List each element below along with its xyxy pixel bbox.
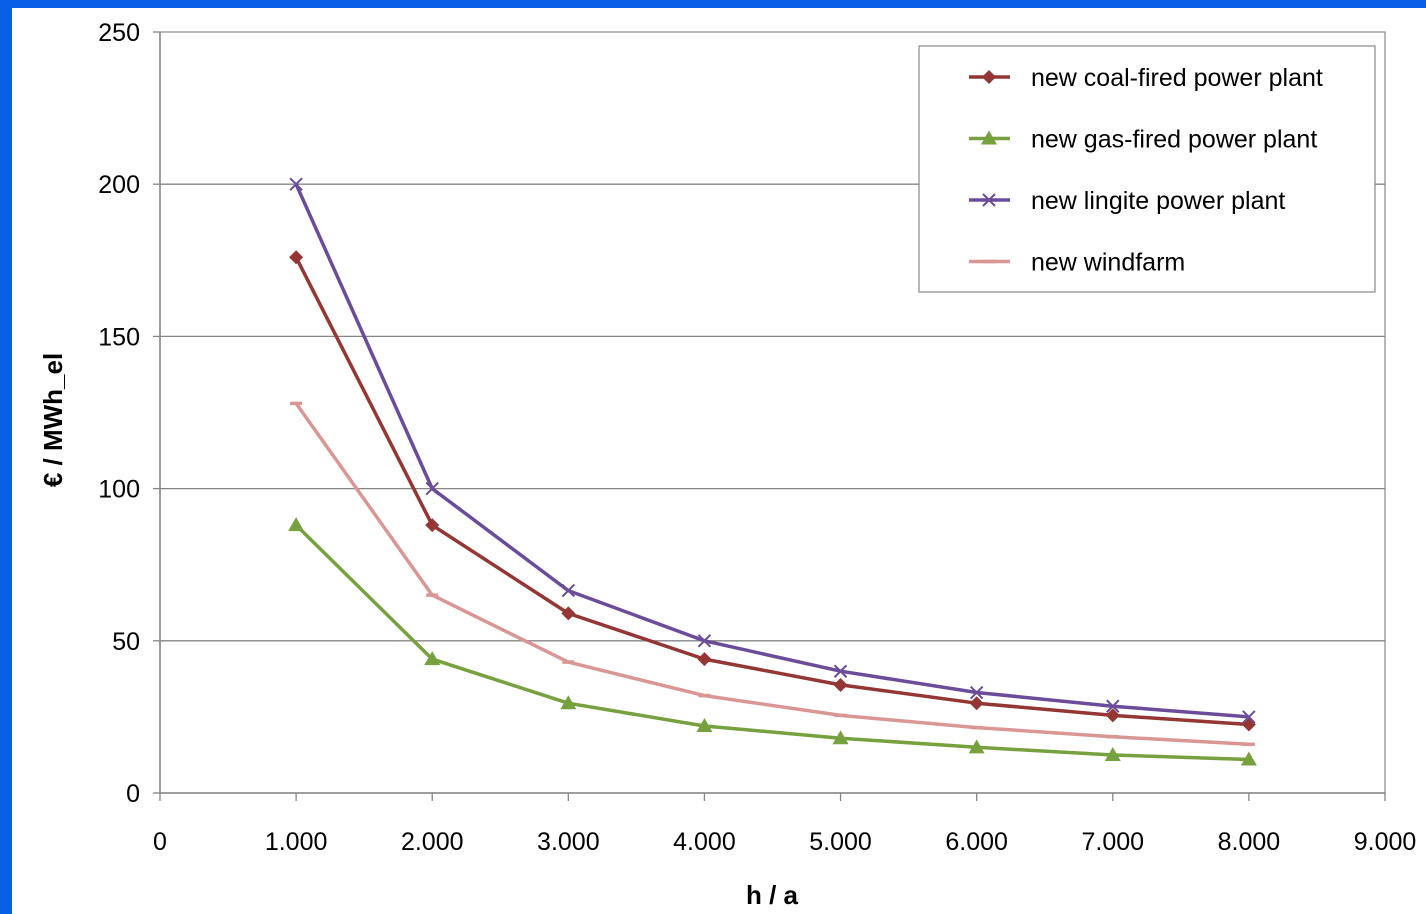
x-tick-label: 0 — [153, 828, 167, 856]
series-new-coal-fired-power-plant — [289, 250, 1256, 732]
data-point — [1242, 710, 1256, 724]
legend-label: new gas-fired power plant — [1031, 126, 1317, 154]
x-axis-title: h / a — [746, 880, 799, 910]
y-axis-ticks: 0 50 100 150 200 250 — [98, 19, 160, 808]
x-axis-ticks: 0 1.000 2.000 3.000 4.000 5.000 6.000 7.000 8.00… — [153, 793, 1416, 856]
data-point — [981, 130, 997, 145]
data-point — [1241, 717, 1256, 732]
legend-label: new coal-fired power plant — [1031, 64, 1323, 92]
y-tick-label: 100 — [98, 476, 140, 504]
chart-area: 0 1.000 2.000 3.000 4.000 5.000 6.000 7.000 8.00… — [12, 8, 1426, 914]
legend-entry: new coal-fired power plant — [969, 64, 1323, 92]
y-tick-label: 250 — [98, 19, 140, 47]
data-point — [1104, 746, 1121, 761]
data-point — [982, 193, 996, 207]
legend: new coal-fired power plant new gas-fired … — [918, 45, 1376, 293]
data-point — [561, 583, 576, 598]
data-point — [697, 634, 712, 648]
data-point — [1105, 708, 1120, 723]
data-point — [289, 177, 303, 191]
series-new-lingite-power-plant — [289, 177, 1256, 724]
x-tick-label: 2.000 — [401, 828, 464, 856]
legend-entry: new windfarm — [969, 249, 1185, 277]
data-point — [1106, 699, 1120, 713]
y-tick-label: 0 — [126, 780, 140, 808]
series-line — [294, 402, 1249, 747]
legend-label: new windfarm — [1031, 249, 1185, 277]
x-tick-label: 1.000 — [265, 828, 328, 856]
data-point — [982, 70, 996, 84]
series-new-windfarm — [290, 401, 1255, 747]
series-new-gas-fired-power-plant — [288, 517, 1257, 766]
legend-entry: new gas-fired power plant — [969, 126, 1317, 154]
data-point — [969, 696, 984, 711]
series-line — [294, 523, 1249, 762]
data-point — [560, 695, 577, 710]
data-point — [288, 517, 305, 532]
data-point — [561, 606, 576, 621]
data-point — [289, 250, 304, 265]
data-point — [425, 481, 439, 496]
y-tick-label: 200 — [98, 171, 140, 199]
y-tick-label: 150 — [98, 323, 140, 351]
data-point — [696, 718, 713, 733]
x-tick-label: 6.000 — [945, 828, 1008, 856]
series-line — [294, 256, 1250, 727]
data-point — [969, 685, 984, 700]
legend-entry: new lingite power plant — [969, 187, 1285, 215]
legend-items: new coal-fired power plant new gas-fired … — [969, 64, 1323, 277]
data-point — [968, 739, 985, 754]
axes — [159, 32, 1385, 794]
data-point — [833, 677, 848, 692]
x-tick-label: 9.000 — [1354, 828, 1417, 856]
x-tick-label: 5.000 — [809, 828, 872, 856]
series-line — [294, 183, 1250, 719]
data-point — [424, 651, 441, 666]
legend-label: new lingite power plant — [1031, 187, 1285, 215]
y-axis-title: € / MWh_el — [38, 353, 68, 487]
x-tick-label: 4.000 — [673, 828, 736, 856]
line-chart: 0 1.000 2.000 3.000 4.000 5.000 6.000 7.000 8.00… — [38, 19, 1416, 910]
data-point — [425, 518, 440, 533]
data-point — [832, 730, 849, 745]
x-tick-label: 3.000 — [537, 828, 600, 856]
x-tick-label: 7.000 — [1081, 828, 1144, 856]
x-tick-label: 8.000 — [1218, 828, 1281, 856]
data-point — [833, 664, 848, 678]
data-point — [1240, 751, 1257, 766]
data-point — [697, 652, 712, 667]
y-tick-label: 50 — [112, 628, 140, 656]
series-group — [288, 177, 1257, 766]
legend-box — [918, 45, 1376, 293]
